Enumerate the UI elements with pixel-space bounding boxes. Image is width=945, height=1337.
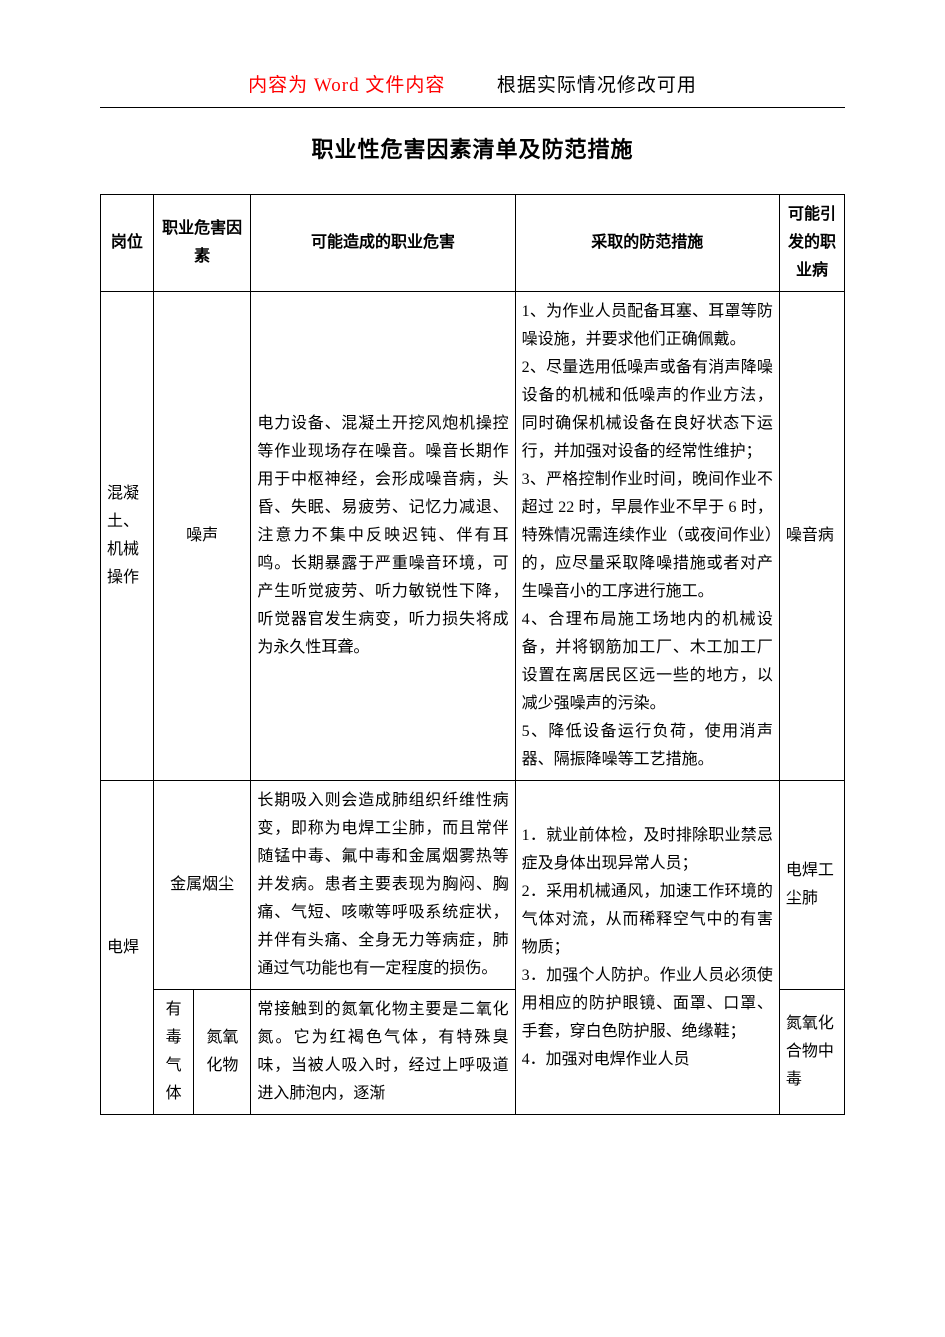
document-title: 职业性危害因素清单及防范措施 [100, 132, 845, 164]
col-factor: 职业危害因素 [153, 195, 251, 292]
cell-position: 混凝土、机械操作 [101, 292, 154, 781]
col-position: 岗位 [101, 195, 154, 292]
cell-disease: 电焊工尘肺 [779, 781, 844, 990]
header-right: 根据实际情况修改可用 [497, 70, 697, 97]
cell-factor: 噪声 [153, 292, 251, 781]
header-left-cn2: 文件内容 [365, 75, 445, 96]
cell-harm: 电力设备、混凝土开挖风炮机操控等作业现场存在噪音。噪音长期作用于中枢神经，会形成… [251, 292, 515, 781]
table-row: 电焊 金属烟尘 长期吸入则会造成肺组织纤维性病变，即称为电焊工尘肺，而且常伴随锰… [101, 781, 845, 990]
col-disease: 可能引发的职业病 [779, 195, 844, 292]
cell-position: 电焊 [101, 781, 154, 1115]
cell-harm: 常接触到的氮氧化物主要是二氧化氮。它为红褐色气体，有特殊臭味，当被人吸入时，经过… [251, 990, 515, 1115]
cell-measure: 1、为作业人员配备耳塞、耳罩等防噪设施，并要求他们正确佩戴。 2、尽量选用低噪声… [515, 292, 779, 781]
cell-factor-sub: 氮氧化物 [194, 990, 251, 1115]
table-row: 混凝土、机械操作 噪声 电力设备、混凝土开挖风炮机操控等作业现场存在噪音。噪音长… [101, 292, 845, 781]
cell-disease: 氮氧化合物中毒 [779, 990, 844, 1115]
cell-harm: 长期吸入则会造成肺组织纤维性病变，即称为电焊工尘肺，而且常伴随锰中毒、氟中毒和金… [251, 781, 515, 990]
page-header: 内容为 Word 文件内容 根据实际情况修改可用 [100, 70, 845, 97]
hazard-table: 岗位 职业危害因素 可能造成的职业危害 采取的防范措施 可能引发的职业病 混凝土… [100, 194, 845, 1115]
cell-factor-group: 有毒气体 [153, 990, 194, 1115]
table-header-row: 岗位 职业危害因素 可能造成的职业危害 采取的防范措施 可能引发的职业病 [101, 195, 845, 292]
header-divider [100, 107, 845, 108]
col-harm: 可能造成的职业危害 [251, 195, 515, 292]
cell-factor: 金属烟尘 [153, 781, 251, 990]
header-left: 内容为 Word 文件内容 [248, 70, 445, 97]
header-left-en: Word [308, 75, 365, 96]
col-measure: 采取的防范措施 [515, 195, 779, 292]
header-left-cn1: 内容为 [248, 75, 308, 96]
cell-disease: 噪音病 [779, 292, 844, 781]
cell-measure: 1．就业前体检，及时排除职业禁忌症及身体出现异常人员； 2．采用机械通风，加速工… [515, 781, 779, 1115]
table-body: 混凝土、机械操作 噪声 电力设备、混凝土开挖风炮机操控等作业现场存在噪音。噪音长… [101, 292, 845, 1115]
